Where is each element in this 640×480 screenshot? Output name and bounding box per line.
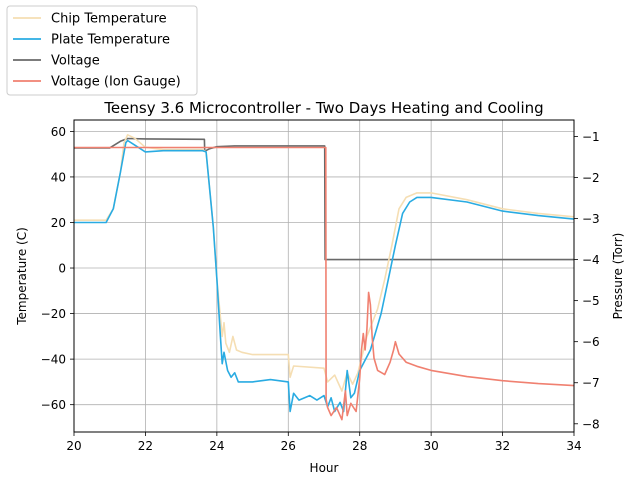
series-line-plate-temperature bbox=[74, 139, 575, 413]
y2-axis-label: Pressure (Torr) bbox=[611, 233, 625, 320]
y2-tick-label: −4 bbox=[582, 253, 600, 267]
y2-tick-label: −2 bbox=[582, 171, 600, 185]
x-tick-label: 24 bbox=[209, 439, 224, 453]
legend-label: Chip Temperature bbox=[51, 12, 167, 27]
x-tick-label: 26 bbox=[281, 439, 296, 453]
legend-label: Voltage bbox=[51, 54, 100, 69]
legend-label: Plate Temperature bbox=[51, 33, 170, 48]
y-tick-label: 0 bbox=[58, 262, 66, 276]
y-axis-label: Temperature (C) bbox=[15, 227, 29, 326]
chart-title: Teensy 3.6 Microcontroller - Two Days He… bbox=[103, 99, 543, 117]
y2-tick-label: −5 bbox=[582, 294, 600, 308]
y-tick-label: −40 bbox=[41, 353, 66, 367]
y2-tick-label: −7 bbox=[582, 376, 600, 390]
axis-ticks: 20 22 24 26 28 30 32 34 −60 −40 −20 0 20 40 60 −8 −7 −6 −5… bbox=[41, 125, 600, 453]
grid-lines bbox=[73, 120, 575, 432]
series-line-voltage-ion-gauge bbox=[74, 146, 575, 421]
y-tick-label: −20 bbox=[41, 307, 66, 321]
y-tick-label: 40 bbox=[51, 170, 66, 184]
x-tick-label: 32 bbox=[495, 439, 510, 453]
x-tick-label: 34 bbox=[566, 439, 581, 453]
x-axis-label: Hour bbox=[310, 461, 339, 475]
x-tick-label: 22 bbox=[138, 439, 153, 453]
y-tick-label: 20 bbox=[51, 216, 66, 230]
y-tick-label: −60 bbox=[41, 398, 66, 412]
y2-tick-label: −6 bbox=[582, 335, 600, 349]
y2-tick-label: −8 bbox=[582, 417, 600, 431]
x-tick-label: 30 bbox=[424, 439, 439, 453]
x-tick-label: 20 bbox=[66, 439, 81, 453]
plot-frame bbox=[73, 119, 575, 433]
y2-tick-label: −1 bbox=[582, 130, 600, 144]
legend-label: Voltage (Ion Gauge) bbox=[51, 75, 181, 90]
legend: Chip Temperature Plate Temperature Voltage… bbox=[6, 5, 198, 96]
series-layer bbox=[74, 134, 575, 421]
y-tick-label: 60 bbox=[51, 125, 66, 139]
series-line-voltage bbox=[74, 137, 574, 261]
x-tick-label: 28 bbox=[352, 439, 367, 453]
y2-tick-label: −3 bbox=[582, 212, 600, 226]
legend-box bbox=[6, 5, 198, 96]
